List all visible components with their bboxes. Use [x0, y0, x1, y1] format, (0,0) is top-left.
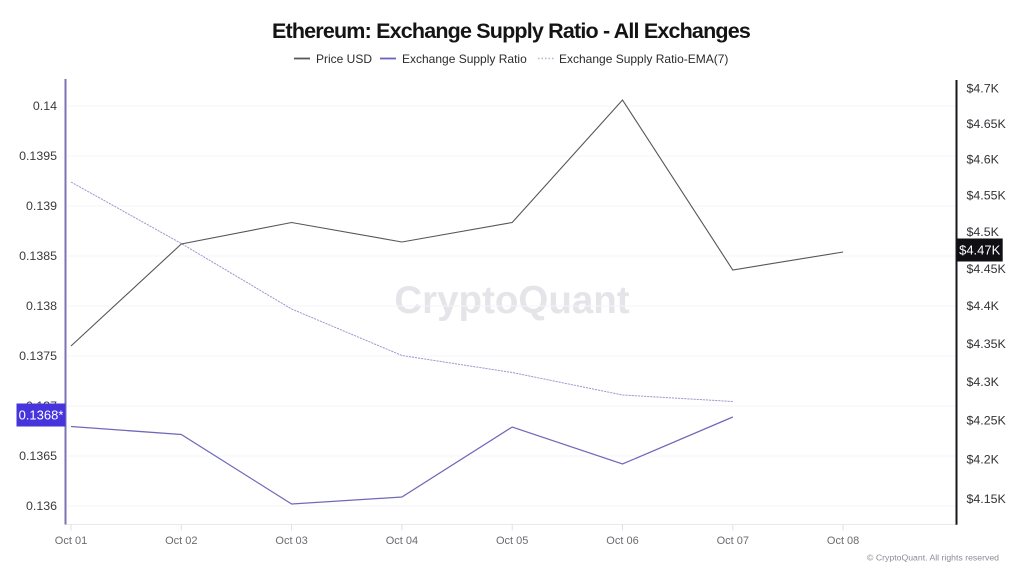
svg-text:Price USD: Price USD	[316, 52, 372, 66]
svg-text:0.1375: 0.1375	[19, 349, 57, 363]
svg-text:$4.45K: $4.45K	[967, 262, 1007, 276]
svg-text:Exchange Supply Ratio: Exchange Supply Ratio	[402, 52, 527, 66]
svg-text:Oct 02: Oct 02	[165, 535, 197, 547]
svg-text:0.1365: 0.1365	[19, 449, 57, 463]
svg-text:$4.6K: $4.6K	[967, 153, 1000, 167]
svg-text:Ethereum: Exchange Supply Rati: Ethereum: Exchange Supply Ratio - All Ex…	[272, 19, 751, 43]
svg-text:$4.5K: $4.5K	[967, 225, 1000, 239]
svg-text:Oct 01: Oct 01	[55, 535, 87, 547]
svg-text:$4.4K: $4.4K	[967, 299, 1000, 313]
svg-text:0.139: 0.139	[26, 199, 57, 213]
svg-text:CryptoQuant: CryptoQuant	[394, 279, 629, 322]
svg-text:$4.55K: $4.55K	[967, 189, 1007, 203]
svg-text:Oct 04: Oct 04	[386, 535, 418, 547]
svg-text:$4.15K: $4.15K	[967, 492, 1007, 506]
svg-text:$4.47K: $4.47K	[959, 243, 1001, 258]
svg-text:0.1385: 0.1385	[19, 249, 57, 263]
svg-text:0.14: 0.14	[33, 99, 57, 113]
svg-text:Oct 06: Oct 06	[606, 535, 638, 547]
svg-text:Oct 03: Oct 03	[275, 535, 307, 547]
svg-text:$4.25K: $4.25K	[967, 414, 1007, 428]
svg-text:$4.65K: $4.65K	[967, 117, 1007, 131]
svg-text:$4.7K: $4.7K	[967, 82, 1000, 96]
svg-text:Oct 05: Oct 05	[496, 535, 528, 547]
svg-text:Oct 08: Oct 08	[827, 535, 859, 547]
svg-text:0.1395: 0.1395	[19, 149, 57, 163]
svg-text:0.138: 0.138	[26, 299, 57, 313]
svg-text:$4.3K: $4.3K	[967, 375, 1000, 389]
svg-text:$4.35K: $4.35K	[967, 337, 1007, 351]
svg-text:0.1368*: 0.1368*	[19, 408, 64, 423]
svg-text:Exchange Supply Ratio-EMA(7): Exchange Supply Ratio-EMA(7)	[559, 52, 728, 66]
svg-text:Oct 07: Oct 07	[717, 535, 749, 547]
svg-text:$4.2K: $4.2K	[967, 453, 1000, 467]
svg-text:0.136: 0.136	[26, 499, 57, 513]
svg-text:© CryptoQuant. All rights rese: © CryptoQuant. All rights reserved	[867, 553, 999, 563]
